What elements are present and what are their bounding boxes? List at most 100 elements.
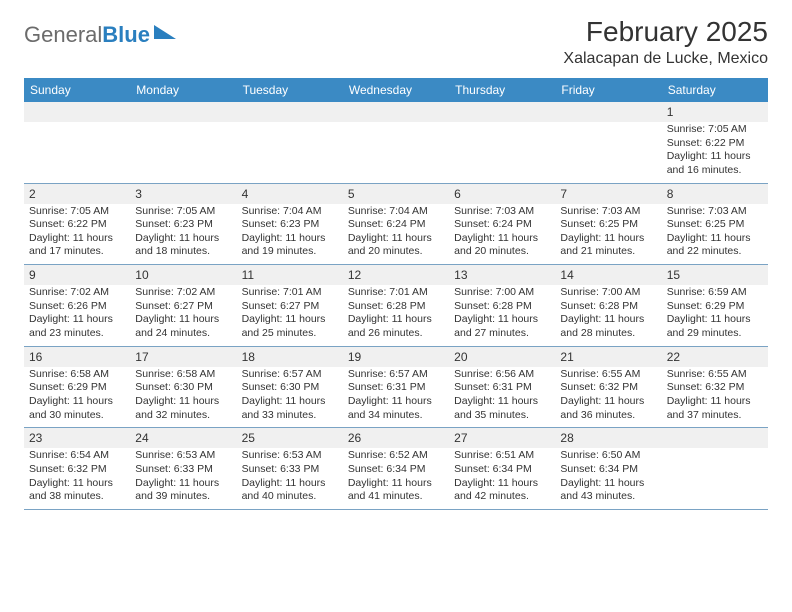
weekday-header: Monday [130,78,236,102]
sunset-line: Sunset: 6:27 PM [242,300,338,314]
sunset-line: Sunset: 6:34 PM [560,463,656,477]
day-details: Sunrise: 7:02 AMSunset: 6:26 PMDaylight:… [24,285,130,346]
empty-day-cell [555,102,661,183]
sunrise-line: Sunrise: 6:52 AM [348,449,444,463]
day-number [237,102,343,122]
day-details: Sunrise: 6:50 AMSunset: 6:34 PMDaylight:… [555,448,661,509]
day-cell: 3Sunrise: 7:05 AMSunset: 6:23 PMDaylight… [130,184,236,265]
sunset-line: Sunset: 6:34 PM [348,463,444,477]
empty-day-cell [24,102,130,183]
daylight-line: Daylight: 11 hours and 40 minutes. [242,477,338,504]
sunset-line: Sunset: 6:32 PM [29,463,125,477]
empty-day-cell [343,102,449,183]
day-number: 24 [130,428,236,448]
empty-day-cell [130,102,236,183]
day-number: 2 [24,184,130,204]
day-cell: 24Sunrise: 6:53 AMSunset: 6:33 PMDayligh… [130,428,236,509]
day-details: Sunrise: 7:02 AMSunset: 6:27 PMDaylight:… [130,285,236,346]
day-details: Sunrise: 7:00 AMSunset: 6:28 PMDaylight:… [449,285,555,346]
day-details: Sunrise: 7:03 AMSunset: 6:24 PMDaylight:… [449,204,555,265]
daylight-line: Daylight: 11 hours and 16 minutes. [667,150,763,177]
sunset-line: Sunset: 6:29 PM [667,300,763,314]
sunset-line: Sunset: 6:27 PM [135,300,231,314]
sunset-line: Sunset: 6:34 PM [454,463,550,477]
daylight-line: Daylight: 11 hours and 29 minutes. [667,313,763,340]
daylight-line: Daylight: 11 hours and 26 minutes. [348,313,444,340]
sunset-line: Sunset: 6:24 PM [454,218,550,232]
sunrise-line: Sunrise: 7:00 AM [560,286,656,300]
day-number: 14 [555,265,661,285]
sunrise-line: Sunrise: 7:03 AM [454,205,550,219]
logo: GeneralBlue [24,16,176,48]
day-number: 16 [24,347,130,367]
day-cell: 17Sunrise: 6:58 AMSunset: 6:30 PMDayligh… [130,347,236,428]
daylight-line: Daylight: 11 hours and 43 minutes. [560,477,656,504]
day-cell: 4Sunrise: 7:04 AMSunset: 6:23 PMDaylight… [237,184,343,265]
sunset-line: Sunset: 6:26 PM [29,300,125,314]
day-number: 23 [24,428,130,448]
weekday-header-row: Sunday Monday Tuesday Wednesday Thursday… [24,78,768,102]
sunset-line: Sunset: 6:28 PM [348,300,444,314]
day-cell: 21Sunrise: 6:55 AMSunset: 6:32 PMDayligh… [555,347,661,428]
daylight-line: Daylight: 11 hours and 25 minutes. [242,313,338,340]
day-number [130,102,236,122]
day-number: 5 [343,184,449,204]
sunrise-line: Sunrise: 6:50 AM [560,449,656,463]
sunrise-line: Sunrise: 7:05 AM [29,205,125,219]
day-number [24,102,130,122]
weekday-header: Tuesday [237,78,343,102]
day-cell: 23Sunrise: 6:54 AMSunset: 6:32 PMDayligh… [24,428,130,509]
day-cell: 8Sunrise: 7:03 AMSunset: 6:25 PMDaylight… [662,184,768,265]
sunrise-line: Sunrise: 7:02 AM [29,286,125,300]
day-number: 6 [449,184,555,204]
sunset-line: Sunset: 6:33 PM [135,463,231,477]
daylight-line: Daylight: 11 hours and 30 minutes. [29,395,125,422]
day-cell: 6Sunrise: 7:03 AMSunset: 6:24 PMDaylight… [449,184,555,265]
day-cell: 5Sunrise: 7:04 AMSunset: 6:24 PMDaylight… [343,184,449,265]
daylight-line: Daylight: 11 hours and 20 minutes. [348,232,444,259]
day-number: 17 [130,347,236,367]
title-block: February 2025 Xalacapan de Lucke, Mexico [563,16,768,68]
day-details: Sunrise: 7:01 AMSunset: 6:28 PMDaylight:… [343,285,449,346]
day-cell: 18Sunrise: 6:57 AMSunset: 6:30 PMDayligh… [237,347,343,428]
sunset-line: Sunset: 6:23 PM [135,218,231,232]
day-number: 10 [130,265,236,285]
daylight-line: Daylight: 11 hours and 20 minutes. [454,232,550,259]
sunset-line: Sunset: 6:25 PM [560,218,656,232]
daylight-line: Daylight: 11 hours and 19 minutes. [242,232,338,259]
sunset-line: Sunset: 6:23 PM [242,218,338,232]
day-cell: 2Sunrise: 7:05 AMSunset: 6:22 PMDaylight… [24,184,130,265]
day-cell: 15Sunrise: 6:59 AMSunset: 6:29 PMDayligh… [662,265,768,346]
daylight-line: Daylight: 11 hours and 41 minutes. [348,477,444,504]
sunrise-line: Sunrise: 6:53 AM [242,449,338,463]
day-number: 19 [343,347,449,367]
weekday-header: Saturday [662,78,768,102]
calendar-page: GeneralBlue February 2025 Xalacapan de L… [0,0,792,526]
sunrise-line: Sunrise: 7:01 AM [348,286,444,300]
sunrise-line: Sunrise: 6:56 AM [454,368,550,382]
week-row: 1Sunrise: 7:05 AMSunset: 6:22 PMDaylight… [24,102,768,184]
sunset-line: Sunset: 6:24 PM [348,218,444,232]
day-details: Sunrise: 6:53 AMSunset: 6:33 PMDaylight:… [237,448,343,509]
sunrise-line: Sunrise: 6:58 AM [135,368,231,382]
day-number: 26 [343,428,449,448]
day-number: 12 [343,265,449,285]
sunrise-line: Sunrise: 6:53 AM [135,449,231,463]
day-details: Sunrise: 6:57 AMSunset: 6:31 PMDaylight:… [343,367,449,428]
day-details: Sunrise: 7:00 AMSunset: 6:28 PMDaylight:… [555,285,661,346]
week-row: 2Sunrise: 7:05 AMSunset: 6:22 PM Daylight… [24,184,768,266]
day-details [130,122,236,128]
day-cell: 25Sunrise: 6:53 AMSunset: 6:33 PMDayligh… [237,428,343,509]
daylight-line: Daylight: 11 hours and 32 minutes. [135,395,231,422]
sunrise-line: Sunrise: 7:03 AM [667,205,763,219]
day-cell: 20Sunrise: 6:56 AMSunset: 6:31 PMDayligh… [449,347,555,428]
day-details: Sunrise: 6:54 AMSunset: 6:32 PMDaylight:… [24,448,130,509]
day-cell: 9Sunrise: 7:02 AMSunset: 6:26 PMDaylight… [24,265,130,346]
day-details: Sunrise: 6:53 AMSunset: 6:33 PMDaylight:… [130,448,236,509]
day-details: Sunrise: 7:05 AMSunset: 6:23 PMDaylight:… [130,204,236,265]
day-number: 4 [237,184,343,204]
day-cell: 19Sunrise: 6:57 AMSunset: 6:31 PMDayligh… [343,347,449,428]
day-details [343,122,449,128]
sunset-line: Sunset: 6:22 PM [29,218,125,232]
day-details: Sunrise: 6:58 AMSunset: 6:30 PMDaylight:… [130,367,236,428]
